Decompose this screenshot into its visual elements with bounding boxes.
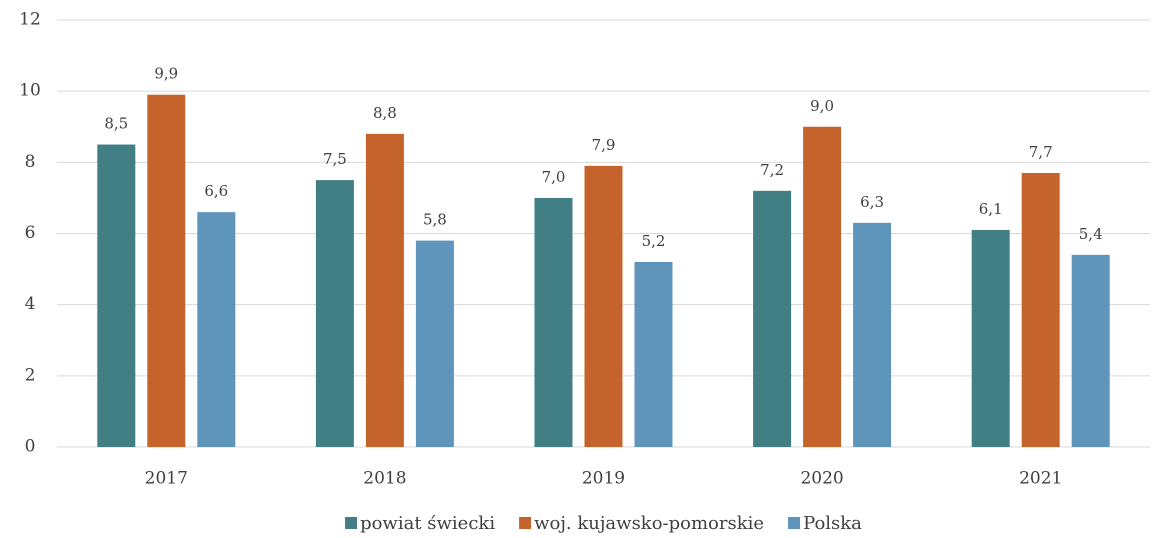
value-label: 7,7 (1029, 143, 1053, 161)
bar (365, 133, 404, 447)
y-tick-label: 6 (25, 223, 36, 243)
bar (197, 212, 236, 447)
value-label: 9,9 (154, 65, 178, 83)
y-tick-label: 10 (19, 81, 41, 101)
y-tick-label: 8 (25, 152, 36, 172)
bar (97, 144, 136, 447)
bar (634, 261, 673, 447)
bar (1071, 254, 1110, 447)
legend-swatch (788, 517, 801, 529)
value-label: 6,6 (204, 182, 228, 200)
value-label: 9,0 (810, 97, 834, 115)
y-tick-label: 4 (25, 294, 36, 314)
y-tick-label: 0 (25, 437, 36, 457)
bar (803, 126, 842, 447)
x-tick-label: 2017 (145, 469, 188, 489)
legend-label: woj. kujawsko-pomorskie (534, 513, 764, 534)
bar (147, 94, 186, 447)
bar (971, 229, 1010, 447)
y-tick-label: 12 (19, 10, 41, 30)
x-tick-label: 2018 (363, 469, 406, 489)
legend-swatch (519, 517, 532, 529)
value-label: 5,8 (423, 211, 447, 229)
value-label: 7,9 (592, 136, 616, 154)
value-label: 8,5 (104, 115, 128, 133)
bar (415, 240, 454, 447)
value-label: 5,4 (1079, 225, 1103, 243)
value-label: 8,8 (373, 104, 397, 122)
bar (853, 222, 892, 447)
value-label: 7,2 (760, 161, 784, 179)
legend-label: Polska (803, 513, 862, 534)
x-tick-label: 2020 (800, 469, 843, 489)
value-label: 5,2 (642, 232, 666, 250)
value-label: 7,0 (542, 168, 566, 186)
x-tick-label: 2019 (582, 469, 625, 489)
bar (534, 197, 573, 447)
legend-swatch (345, 517, 358, 529)
y-tick-label: 2 (25, 365, 36, 385)
value-label: 6,3 (860, 193, 884, 211)
bar (1021, 173, 1060, 447)
bar (753, 190, 792, 448)
legend-label: powiat świecki (360, 513, 495, 534)
x-tick-label: 2021 (1019, 469, 1062, 489)
value-label: 6,1 (979, 200, 1003, 218)
bar (315, 180, 354, 447)
bar (584, 165, 623, 447)
value-label: 7,5 (323, 150, 347, 168)
